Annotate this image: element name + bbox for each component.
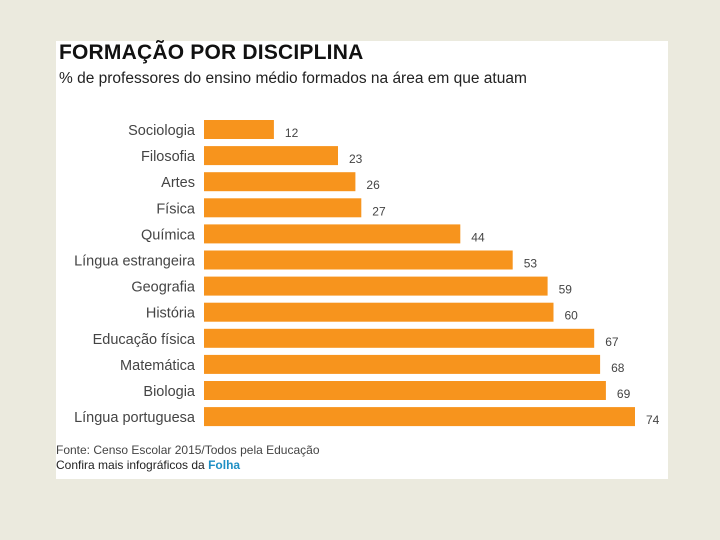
chart-title: FORMAÇÃO POR DISCIPLINA bbox=[59, 41, 364, 64]
bar-chart: Sociologia 12 Filosofia 23 Artes 26 Física 27 Qu… bbox=[74, 120, 660, 427]
category-label-6: Geografia bbox=[131, 280, 196, 296]
value-label-2: 26 bbox=[366, 178, 380, 192]
more-infographics-note: Confira mais infográficos da Folha bbox=[56, 458, 240, 472]
category-label-11: Língua portuguesa bbox=[74, 410, 196, 426]
value-label-0: 12 bbox=[285, 126, 299, 140]
bar-6 bbox=[204, 276, 548, 296]
infographic-card: FORMAÇÃO POR DISCIPLINA % de professores… bbox=[56, 41, 668, 479]
category-label-5: Língua estrangeira bbox=[74, 254, 196, 270]
value-label-11: 74 bbox=[646, 413, 660, 427]
value-label-10: 69 bbox=[617, 387, 631, 401]
bar-4 bbox=[204, 224, 461, 244]
source-note: Fonte: Censo Escolar 2015/Todos pela Edu… bbox=[56, 443, 320, 457]
bar-2 bbox=[204, 172, 356, 192]
category-label-10: Biologia bbox=[143, 384, 196, 400]
value-label-1: 23 bbox=[349, 152, 363, 166]
folha-link[interactable]: Folha bbox=[208, 458, 241, 472]
category-label-1: Filosofia bbox=[141, 149, 196, 165]
bar-5 bbox=[204, 250, 513, 270]
category-label-2: Artes bbox=[161, 175, 195, 191]
more-prefix: Confira mais infográficos da bbox=[56, 458, 209, 472]
bar-1 bbox=[204, 146, 338, 166]
bar-8 bbox=[204, 328, 595, 348]
category-label-4: Química bbox=[141, 227, 196, 243]
value-label-6: 59 bbox=[559, 283, 573, 297]
value-label-4: 44 bbox=[471, 230, 485, 244]
category-label-3: Física bbox=[156, 201, 196, 217]
bar-0 bbox=[204, 120, 274, 139]
value-label-3: 27 bbox=[372, 204, 386, 218]
bar-7 bbox=[204, 302, 554, 322]
value-label-5: 53 bbox=[524, 257, 538, 271]
bar-9 bbox=[204, 354, 601, 374]
category-label-8: Educação física bbox=[93, 332, 196, 348]
bar-10 bbox=[204, 381, 606, 400]
value-label-7: 60 bbox=[565, 309, 579, 323]
value-label-9: 68 bbox=[611, 361, 625, 375]
category-label-7: História bbox=[146, 306, 196, 322]
bar-11 bbox=[204, 407, 635, 427]
value-label-8: 67 bbox=[605, 335, 619, 349]
category-label-9: Matemática bbox=[120, 358, 196, 374]
bar-3 bbox=[204, 198, 362, 218]
category-label-0: Sociologia bbox=[128, 123, 196, 139]
chart-subtitle: % de professores do ensino médio formado… bbox=[59, 70, 527, 87]
